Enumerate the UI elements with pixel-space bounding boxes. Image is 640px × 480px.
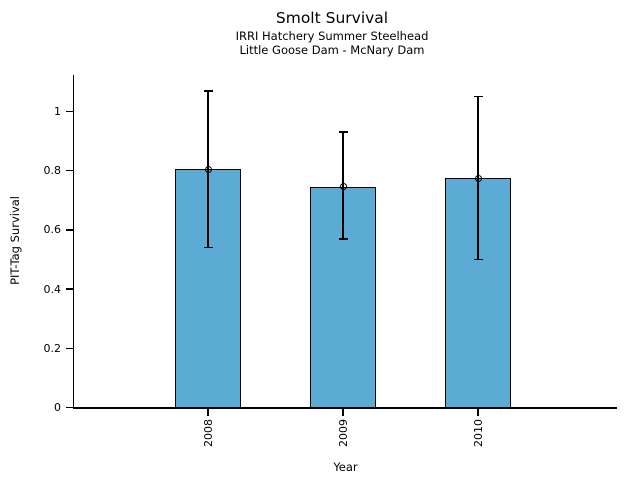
chart-title: Smolt Survival: [275, 9, 389, 27]
x-tick-2008: [207, 409, 209, 416]
x-tick-2010: [477, 409, 479, 416]
y-tick-0: [65, 406, 73, 409]
y-tick-1: [65, 110, 73, 113]
error-cap-bottom-2010: [473, 258, 483, 261]
y-tick-0.8: [65, 169, 73, 172]
y-tick-label-0.8: 0.8: [43, 164, 62, 178]
y-tick-label-1: 1: [54, 105, 61, 118]
data-point-marker-2008: [204, 165, 212, 173]
error-cap-top-2008: [203, 89, 213, 92]
y-tick-label-0: 0: [54, 401, 61, 414]
y-tick-label-0.6: 0.6: [43, 223, 62, 237]
x-axis-line: [72, 407, 617, 409]
y-axis-line: [72, 75, 75, 409]
error-cap-bottom-2008: [203, 246, 213, 249]
data-point-marker-2009: [339, 183, 347, 191]
y-tick-0.6: [65, 229, 73, 231]
x-tick-label-2010: 2010: [471, 419, 485, 447]
y-tick-0.2: [65, 347, 73, 350]
error-cap-top-2010: [473, 95, 483, 98]
y-tick-label-0.4: 0.4: [43, 282, 62, 296]
data-point-marker-2010: [474, 174, 482, 182]
error-cap-bottom-2009: [338, 237, 348, 240]
x-axis-label: Year: [333, 460, 358, 474]
error-cap-top-2009: [338, 131, 348, 133]
x-tick-label-2008: 2008: [201, 419, 215, 447]
y-tick-label-0.2: 0.2: [43, 341, 62, 355]
x-tick-label-2009: 2009: [336, 419, 350, 447]
y-axis-label: PIT-Tag Survival: [8, 196, 22, 285]
chart-subtitle-2: Little Goose Dam - McNary Dam: [239, 43, 425, 57]
x-tick-2009: [342, 409, 344, 416]
chart-subtitle-1: IRRI Hatchery Summer Steelhead: [235, 29, 429, 43]
y-tick-0.4: [65, 288, 73, 290]
